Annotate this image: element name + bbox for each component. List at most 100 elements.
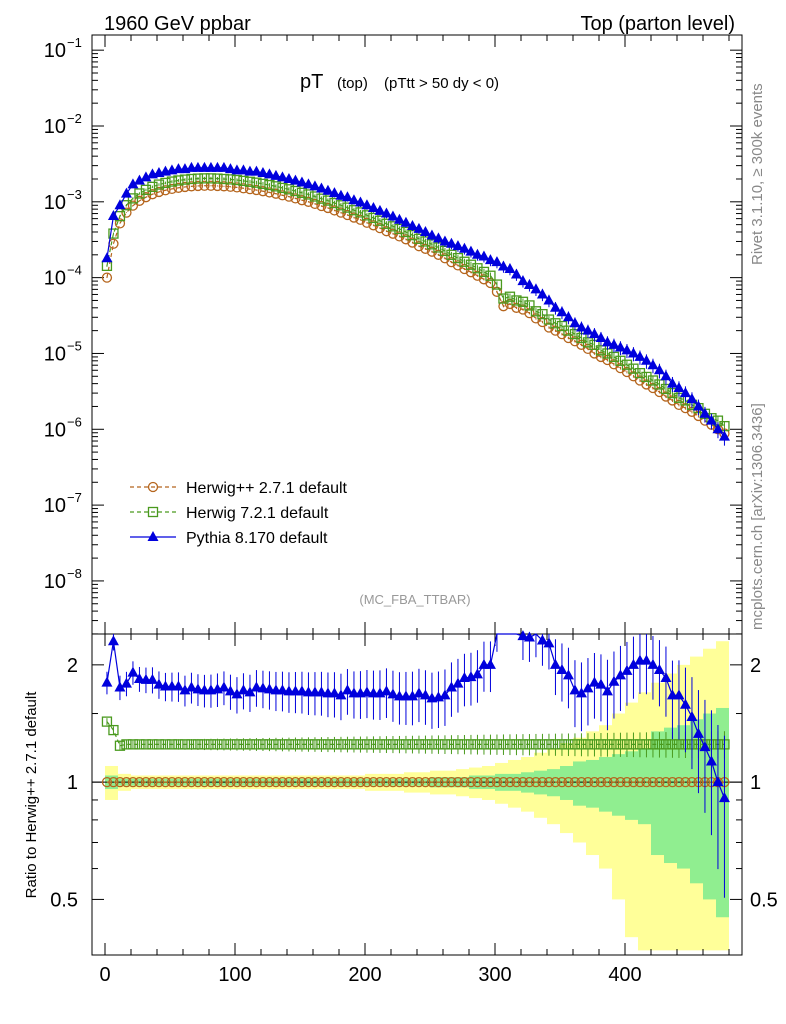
data-point	[452, 252, 464, 264]
data-point	[491, 256, 503, 267]
ytick-label-base: 10	[44, 116, 66, 138]
ratio-point	[433, 739, 444, 750]
data-point	[368, 212, 379, 224]
data-point	[355, 207, 366, 218]
ratio-point	[640, 654, 652, 665]
data-point	[224, 163, 236, 174]
ratio-point	[621, 664, 633, 675]
ratio-point	[498, 776, 509, 788]
ratio-ytick-label-right: 1	[750, 772, 761, 794]
ratio-point	[400, 739, 412, 750]
series-line	[106, 185, 725, 434]
data-point	[231, 174, 243, 186]
data-point	[140, 192, 152, 203]
data-point	[374, 204, 386, 215]
header-left: 1960 GeV ppbar	[104, 13, 251, 35]
ratio-point	[712, 776, 724, 787]
ratio-point	[419, 689, 431, 700]
ratio-point	[517, 776, 529, 788]
ytick-label-exp: −8	[67, 566, 82, 581]
data-point	[465, 259, 477, 270]
data-point	[627, 347, 639, 358]
ratio-point	[192, 776, 204, 788]
xtick-label: 300	[478, 964, 511, 986]
ratio-point	[374, 776, 386, 788]
data-point	[504, 262, 516, 273]
data-point	[264, 179, 275, 191]
ratio-point	[257, 682, 269, 693]
ratio-point	[420, 776, 431, 788]
ratio-point	[264, 776, 275, 788]
ratio-panel: 0 100 200 300 400 0.5 0.5 1 1 2 2	[50, 630, 778, 986]
data-point	[251, 177, 262, 188]
data-point	[218, 181, 230, 192]
xtick-label: 0	[99, 964, 110, 986]
data-point	[276, 171, 288, 182]
series-2	[101, 161, 730, 446]
data-point	[413, 233, 425, 244]
data-point	[614, 341, 626, 352]
ratio-point	[251, 776, 262, 788]
ratio-point	[537, 776, 548, 788]
data-point	[335, 189, 347, 200]
data-point	[329, 197, 340, 209]
data-point	[179, 174, 191, 185]
data-point	[380, 207, 392, 218]
ratio-point	[673, 689, 685, 700]
ratio-point	[166, 739, 178, 750]
data-point	[550, 318, 561, 329]
data-point	[537, 308, 548, 320]
ratio-point	[595, 739, 607, 750]
ratio-point	[341, 684, 353, 695]
ratio-point	[199, 739, 210, 750]
side-labels: Rivet 3.1.10, ≥ 300k events mcplots.cern…	[749, 83, 766, 630]
data-point	[523, 278, 535, 289]
data-point	[530, 306, 542, 317]
ratio-point	[556, 776, 568, 788]
xtick-label: 200	[348, 964, 381, 986]
data-point	[212, 173, 223, 184]
ratio-series-2	[101, 630, 730, 898]
data-point	[640, 354, 652, 365]
data-point	[361, 199, 373, 210]
data-point	[510, 268, 522, 279]
ratio-point	[303, 739, 314, 750]
data-point	[536, 288, 548, 299]
ratio-point	[582, 776, 594, 788]
ratio-point	[185, 681, 197, 692]
ratio-point	[556, 739, 568, 750]
ratio-point	[225, 776, 236, 788]
data-point	[153, 179, 165, 190]
series-line	[106, 167, 725, 438]
data-point	[309, 198, 321, 209]
ratio-point	[277, 739, 288, 750]
ratio-point	[692, 727, 704, 738]
data-point	[147, 181, 158, 193]
data-point	[484, 254, 496, 265]
ratio-point	[569, 739, 581, 750]
ratio-point	[276, 684, 288, 695]
ratio-point	[192, 739, 204, 750]
upper-panel: 10−110−210−310−410−510−610−710−8	[44, 34, 743, 635]
data-point	[186, 181, 197, 192]
ratio-point	[452, 776, 464, 788]
data-point	[296, 187, 308, 198]
data-point	[231, 182, 243, 193]
ratio-point	[186, 739, 197, 750]
ratio-point	[133, 672, 145, 683]
ratio-ytick-label: 2	[67, 655, 78, 677]
data-point	[108, 228, 119, 239]
ratio-point	[147, 776, 158, 788]
data-point	[205, 180, 217, 191]
data-point	[244, 176, 256, 187]
ratio-point	[160, 739, 171, 750]
data-point	[283, 172, 295, 183]
main-title: pT (top) (pTtt > 50 dy < 0)	[300, 71, 499, 93]
data-point	[478, 266, 490, 278]
data-point	[387, 221, 399, 232]
ratio-point	[257, 739, 269, 750]
ratio-point	[101, 676, 113, 687]
ratio-point	[218, 681, 230, 692]
data-point	[186, 173, 197, 185]
